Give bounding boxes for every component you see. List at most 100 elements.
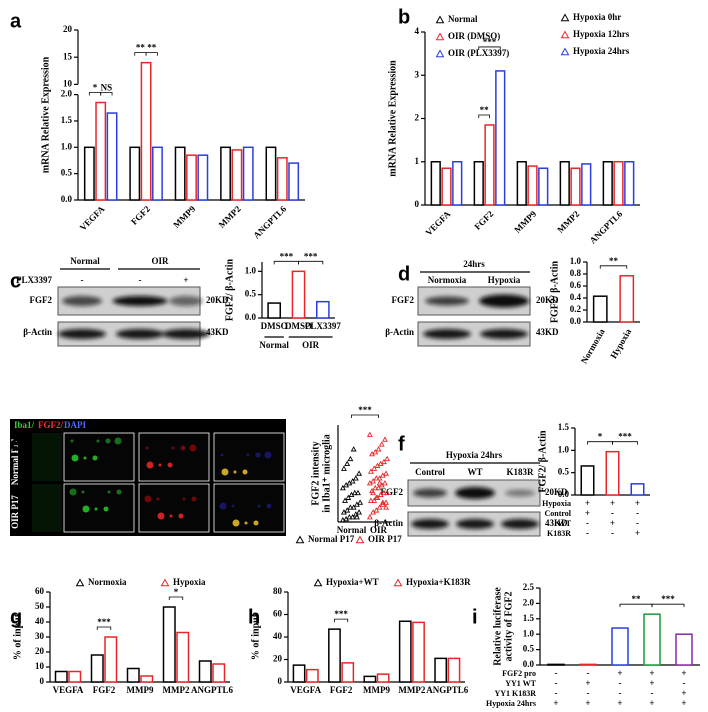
point: [376, 504, 383, 510]
blot-lane: +: [183, 275, 188, 285]
x-tick-label: MMP9: [363, 685, 390, 695]
x-tick-label: FGF2: [472, 208, 495, 231]
panel-letter: c: [10, 270, 21, 292]
significance-label: **: [136, 43, 146, 53]
micrograph-cell: [96, 439, 100, 443]
bar: [605, 450, 620, 496]
y-tick-label: 0.5: [61, 168, 73, 178]
point: [349, 514, 356, 520]
y-tick-label: 1.5: [523, 613, 535, 623]
y-tick-label: 0.0: [245, 312, 257, 322]
y-tick-label: 1.0: [61, 141, 73, 151]
y-tick-label: 0.0: [523, 659, 535, 669]
bar: [613, 161, 624, 206]
point: [347, 504, 354, 510]
y-tick-label: 10: [63, 78, 73, 88]
blot-band: [480, 329, 528, 339]
bar: [516, 161, 527, 206]
bar: [675, 633, 693, 666]
panel-letter: f: [398, 433, 405, 455]
blot-band: [62, 296, 102, 306]
stain-label: Iba1/: [14, 420, 35, 430]
condition-value: -: [555, 688, 558, 698]
point: [375, 446, 382, 452]
blot-header: Hypoxia 24hrs: [446, 450, 503, 460]
y-axis-label: FGF2/ β-Actin: [224, 258, 235, 321]
micrograph-cell: [103, 506, 109, 512]
y-tick-label: 0.6: [570, 280, 582, 290]
blot-lane: Normoxia: [428, 275, 467, 285]
bar: [430, 161, 441, 206]
blot-group: Normal: [70, 256, 100, 266]
bar: [619, 275, 635, 323]
y-tick-label: 1: [415, 156, 420, 166]
point: [372, 484, 379, 491]
bar: [328, 628, 341, 683]
significance-bracket: [351, 414, 379, 418]
point: [353, 514, 360, 520]
micrograph-cell: [244, 521, 248, 525]
y-tick-label: 1.0: [523, 628, 535, 638]
y-tick-label: 0.5: [523, 644, 535, 654]
bar: [198, 660, 212, 683]
bar: [276, 157, 288, 201]
significance-label: ***: [304, 251, 318, 261]
bar: [197, 154, 209, 201]
panel-letter: h: [248, 606, 260, 628]
micrograph-cell: [221, 468, 229, 476]
bar: [292, 664, 306, 683]
y-tick-label: 0: [415, 199, 420, 209]
panel-letter: d: [398, 263, 410, 285]
point: [367, 468, 374, 474]
bar: [643, 613, 661, 666]
blot-lane: -: [81, 275, 84, 285]
legend-label: Hypoxia+WT: [326, 577, 379, 587]
condition-value: -: [586, 528, 589, 538]
bar: [220, 146, 231, 201]
x-tick-label: MMP9: [512, 208, 539, 235]
micrograph-cell: [116, 489, 122, 495]
point: [373, 494, 380, 500]
bar: [186, 154, 197, 201]
micrograph-cell: [169, 514, 173, 518]
point: [370, 489, 377, 496]
legend-marker: [435, 15, 445, 24]
legend-label: OIR (PLX3397): [448, 48, 509, 58]
micrograph-cell: [105, 438, 111, 444]
micrograph-cell: [144, 495, 152, 503]
micrograph-cell: [94, 507, 98, 511]
micrograph-panel: [32, 433, 62, 481]
x-tick-label: Normoxia: [579, 327, 607, 366]
point: [383, 504, 390, 510]
blot-row: β-Actin: [385, 327, 414, 337]
significance-label: ***: [618, 432, 632, 442]
blot-treatment: PLX3397: [16, 275, 53, 285]
bar: [231, 149, 243, 201]
bar: [527, 165, 538, 206]
blot-group: OIR: [151, 256, 169, 266]
point: [351, 489, 358, 496]
y-tick-label: 1.5: [61, 115, 73, 125]
y-tick-label: 15: [63, 51, 73, 61]
legend-marker: [560, 13, 570, 22]
x-tick-label: FGF2: [129, 203, 152, 226]
condition-value: +: [617, 668, 622, 678]
bar: [90, 654, 104, 683]
legend-marker: [435, 49, 445, 58]
y-tick-label: 80: [273, 586, 283, 596]
image-row-label: OIR P17: [10, 495, 20, 529]
micrograph-cell: [171, 446, 175, 450]
y-tick-label: 20: [35, 646, 45, 656]
blot-size: 20KD: [545, 487, 568, 497]
significance-label: *: [598, 432, 603, 442]
micrograph-cell: [158, 463, 162, 467]
bar: [95, 101, 107, 201]
x-tick-label: ANGPTL6: [426, 685, 469, 695]
x-tick-label: ANGPTL6: [251, 203, 288, 240]
bar: [559, 161, 570, 206]
point: [344, 460, 351, 467]
y-axis-label: mRNA Relative Expression: [40, 56, 51, 173]
micrograph-cell: [231, 504, 235, 508]
significance-bracket: [599, 265, 628, 269]
significance-label: NS: [101, 83, 113, 93]
